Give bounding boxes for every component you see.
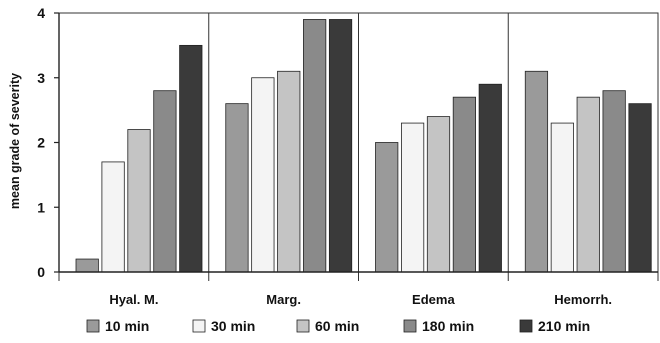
- bar-180-min-3: [602, 90, 626, 273]
- bar-60-min-1: [277, 70, 301, 273]
- bar-10-min-3: [524, 70, 549, 273]
- legend-swatch-210-min: [519, 319, 533, 333]
- bar-180-min-1: [303, 19, 327, 273]
- category-label: Hyal. M.: [109, 292, 158, 307]
- legend-swatch-60-min: [296, 319, 310, 333]
- plot-frame: [59, 12, 659, 272]
- y-tick-label: 1: [37, 199, 45, 215]
- legend-label: 210 min: [538, 318, 590, 334]
- y-tick-label: 4: [37, 5, 45, 21]
- legend: 10 min 30 min 60 min 180 min 210 min: [86, 318, 590, 334]
- bar-10-min-2: [375, 142, 399, 273]
- plot-area: 0 1 2 3 4 Hyal. M. Marg. Edema Hemorrh.: [37, 5, 659, 307]
- legend-label: 180 min: [422, 318, 474, 334]
- bar-30-min-1: [251, 77, 275, 273]
- bar-60-min-2: [426, 116, 451, 273]
- legend-swatch-180-min: [403, 319, 417, 333]
- bar-60-min-3: [576, 96, 600, 273]
- category-label: Edema: [412, 292, 455, 307]
- bar-60-min-0: [127, 129, 151, 273]
- y-tick-label: 0: [37, 264, 45, 280]
- legend-label: 10 min: [105, 318, 149, 334]
- bar-30-min-0: [101, 161, 125, 273]
- bar-30-min-3: [550, 122, 574, 273]
- bar-180-min-0: [153, 90, 177, 273]
- y-tick-label: 3: [37, 70, 45, 86]
- legend-label: 30 min: [211, 318, 255, 334]
- category-label: Hemorrh.: [554, 292, 612, 307]
- bar-210-min-1: [328, 19, 353, 273]
- y-tick-label: 2: [37, 135, 45, 151]
- bar-210-min-2: [478, 83, 502, 273]
- legend-swatch-30-min: [192, 319, 206, 333]
- y-axis-label: mean grade of severity: [8, 73, 22, 209]
- bar-180-min-2: [452, 96, 477, 273]
- bar-30-min-2: [400, 122, 425, 273]
- legend-swatch-10-min: [86, 319, 100, 333]
- bar-210-min-0: [179, 44, 203, 273]
- bar-10-min-0: [75, 258, 99, 273]
- legend-label: 60 min: [315, 318, 359, 334]
- bar-10-min-1: [225, 103, 249, 273]
- category-label: Marg.: [266, 292, 301, 307]
- bar-210-min-3: [628, 103, 652, 273]
